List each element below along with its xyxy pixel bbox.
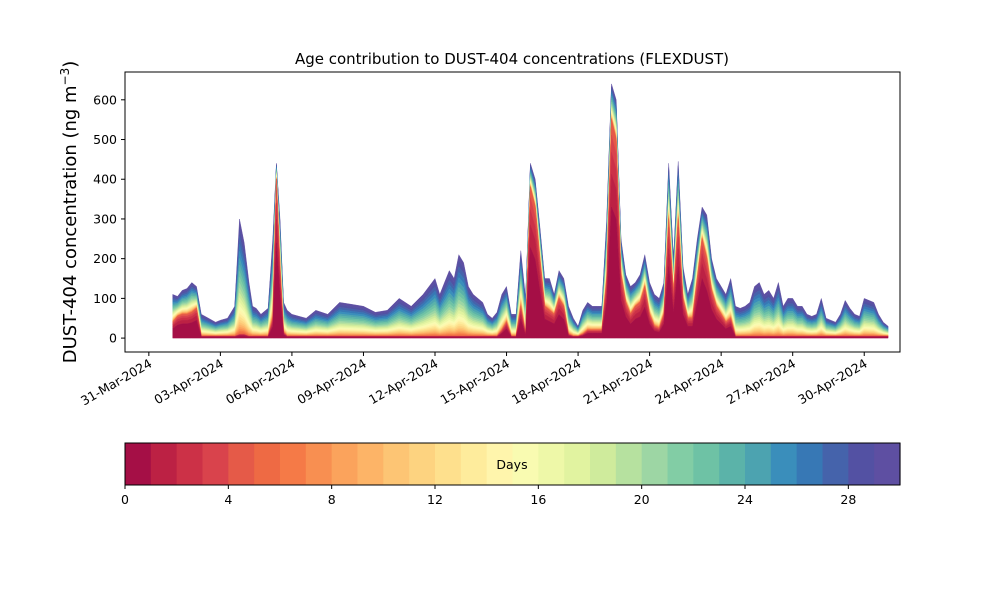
y-axis-label: DUST-404 concentration (ng m−3) — [58, 61, 81, 364]
colorbar-segment — [331, 443, 359, 485]
y-tick-label: 600 — [93, 92, 117, 107]
colorbar-segment — [435, 443, 462, 485]
x-axis: 31-Mar-202403-Apr-202406-Apr-202409-Apr-… — [78, 352, 870, 408]
colorbar-tick-label: 12 — [427, 492, 443, 507]
x-tick-label: 09-Apr-2024 — [295, 356, 369, 408]
colorbar-segment — [538, 443, 565, 485]
colorbar-tick-label: 8 — [328, 492, 336, 507]
x-tick-label: 30-Apr-2024 — [795, 356, 869, 408]
colorbar-segment — [615, 443, 643, 485]
colorbar-segment — [228, 443, 255, 485]
colorbar-tick-label: 28 — [840, 492, 856, 507]
y-tick-label: 200 — [93, 251, 117, 266]
colorbar-tick-label: 20 — [634, 492, 650, 507]
x-tick-label: 27-Apr-2024 — [724, 356, 798, 408]
colorbar-segment — [486, 443, 514, 485]
colorbar-segment — [874, 443, 901, 485]
colorbar-segment — [796, 443, 824, 485]
y-tick-label: 400 — [93, 172, 117, 187]
x-tick-label: 12-Apr-2024 — [366, 356, 440, 408]
x-tick-label: 18-Apr-2024 — [509, 356, 583, 408]
x-tick-label: 03-Apr-2024 — [151, 356, 225, 408]
colorbar-segment — [125, 443, 152, 485]
colorbar-segment — [460, 443, 488, 485]
colorbar-segment — [693, 443, 720, 485]
x-tick-label: 24-Apr-2024 — [652, 356, 726, 408]
y-tick-label: 100 — [93, 291, 117, 306]
colorbar-segment — [590, 443, 617, 485]
colorbar-segment — [770, 443, 798, 485]
colorbar-segment — [512, 443, 539, 485]
colorbar-tick-label: 0 — [121, 492, 129, 507]
x-tick-label: 21-Apr-2024 — [581, 356, 655, 408]
colorbar-segment — [176, 443, 204, 485]
colorbar-segment — [822, 443, 849, 485]
stacked-area-layers — [172, 83, 889, 339]
colorbar-segment — [254, 443, 281, 485]
colorbar — [124, 442, 901, 486]
colorbar-segment — [719, 443, 746, 485]
x-tick-label: 31-Mar-2024 — [78, 356, 154, 409]
plot-frame — [124, 71, 901, 353]
y-tick-label: 500 — [93, 132, 117, 147]
colorbar-segment — [641, 443, 669, 485]
age-bin-area-0 — [172, 206, 889, 339]
y-tick-label: 300 — [93, 211, 117, 226]
colorbar-segment — [357, 443, 384, 485]
colorbar-segment — [202, 443, 229, 485]
colorbar-ticks: 0 4 8 12 16 20 24 28 — [121, 485, 856, 507]
colorbar-segment — [305, 443, 333, 485]
x-tick-label: 06-Apr-2024 — [223, 356, 297, 408]
colorbar-segment — [383, 443, 410, 485]
colorbar-segment — [150, 443, 178, 485]
y-axis: 0 100 200 300 400 500 600 — [93, 92, 125, 346]
chart-title: Age contribution to DUST-404 concentrati… — [295, 50, 729, 68]
colorbar-tick-label: 24 — [737, 492, 753, 507]
colorbar-label: Days — [496, 457, 527, 472]
colorbar-segment — [667, 443, 694, 485]
colorbar-segment — [745, 443, 772, 485]
colorbar-tick-label: 4 — [224, 492, 232, 507]
colorbar-segment — [848, 443, 875, 485]
x-tick-label: 15-Apr-2024 — [438, 356, 512, 408]
colorbar-segment — [280, 443, 307, 485]
colorbar-segment — [409, 443, 436, 485]
colorbar-frame — [124, 442, 901, 486]
y-tick-label: 0 — [109, 331, 117, 346]
colorbar-segment — [564, 443, 591, 485]
colorbar-tick-label: 16 — [530, 492, 546, 507]
